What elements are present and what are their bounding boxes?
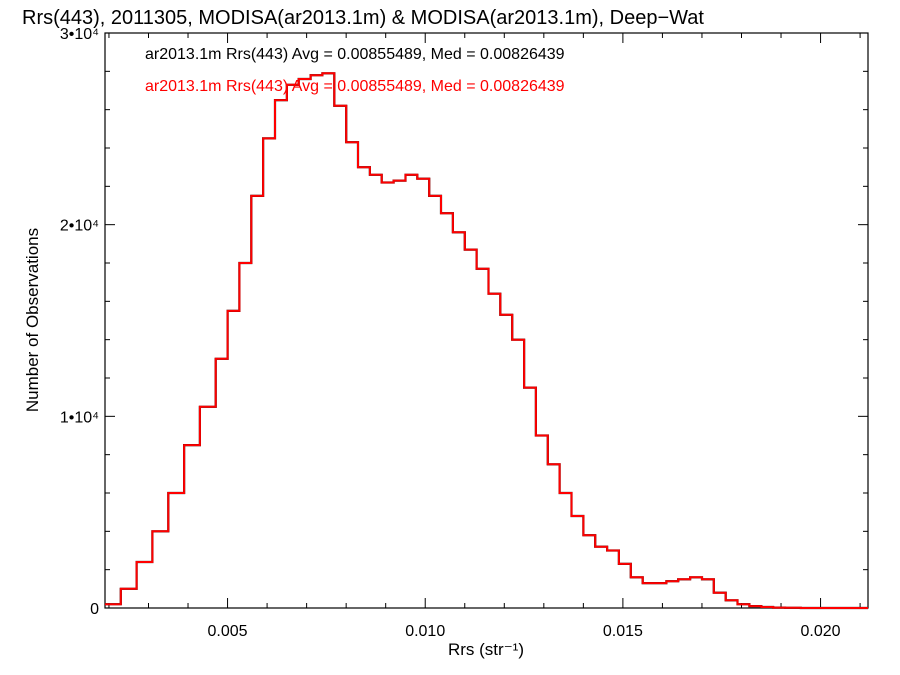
series-line-red [105, 72, 868, 609]
y-axis-label: Number of Observations [23, 228, 42, 412]
legend-entry-red: ar2013.1m Rrs(443) Avg = 0.00855489, Med… [145, 78, 565, 95]
x-tick-label: 0.015 [603, 623, 643, 640]
chart-title: Rrs(443), 2011305, MODISA(ar2013.1m) & M… [22, 7, 704, 29]
y-tick-label: 2•10⁴ [60, 218, 99, 235]
legend-entry-black: ar2013.1m Rrs(443) Avg = 0.00855489, Med… [145, 46, 565, 63]
y-tick-label: 3•10⁴ [60, 26, 99, 43]
series-layer [105, 72, 868, 610]
y-tick-label: 1•10⁴ [60, 409, 99, 426]
x-tick-label: 0.005 [208, 623, 248, 640]
x-axis-label: Rrs (str⁻¹) [448, 640, 524, 659]
y-tick-label: 0 [90, 601, 99, 618]
series-line-black [105, 72, 868, 610]
x-tick-label: 0.010 [405, 623, 445, 640]
plot-frame [104, 32, 869, 609]
axis-ticks: 0.005 0.010 0.015 0.020 0 1•10⁴ 2•10⁴ 3•10⁴ [60, 26, 868, 640]
x-tick-label: 0.020 [801, 623, 841, 640]
